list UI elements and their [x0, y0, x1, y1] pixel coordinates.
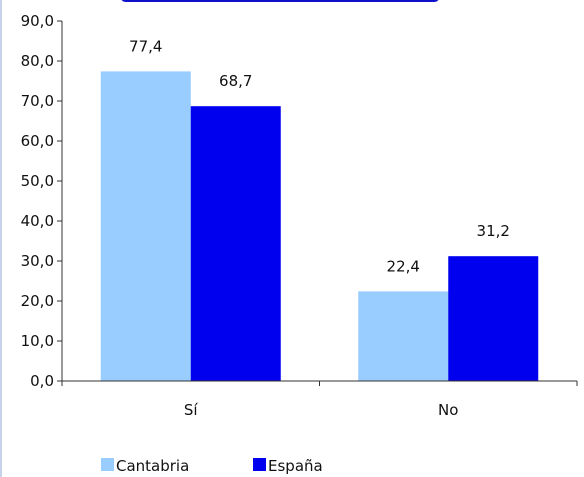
category-label: Sí [184, 401, 199, 419]
legend-label: Cantabria [116, 457, 189, 475]
data-label: 68,7 [219, 72, 252, 90]
y-tick-label: 60,0 [21, 132, 54, 150]
clipped-title-strip [0, 0, 584, 8]
bars [100, 71, 539, 382]
y-tick-label: 70,0 [21, 92, 54, 110]
y-tick-label: 30,0 [21, 252, 54, 270]
bar-espaa-1 [190, 106, 281, 381]
clipped-title-glyphs [120, 0, 440, 2]
y-tick-label: 20,0 [21, 292, 54, 310]
left-border-rule [0, 0, 2, 477]
category-label: No [438, 401, 458, 419]
bar-cantabria-2 [358, 291, 449, 381]
bar-espaa-2 [448, 256, 539, 381]
y-axis: 0,0 10,0 20,0 30,0 40,0 50,0 60,0 70,0 80,0 90,0 [21, 12, 63, 390]
y-tick-label: 0,0 [30, 372, 54, 390]
legend-label: España [268, 457, 323, 475]
x-axis: Sí No [61, 380, 578, 419]
bar-cantabria-1 [100, 71, 191, 382]
y-tick-label: 10,0 [21, 332, 54, 350]
data-label: 22,4 [387, 257, 420, 275]
data-labels: 77,4 68,7 22,4 31,2 [129, 37, 510, 275]
legend: Cantabria España [101, 457, 323, 475]
y-tick-label: 50,0 [21, 172, 54, 190]
y-tick-label: 80,0 [21, 52, 54, 70]
y-tick-label: 40,0 [21, 212, 54, 230]
legend-swatch [101, 458, 114, 471]
data-label: 31,2 [477, 222, 510, 240]
legend-swatch [253, 458, 266, 471]
data-label: 77,4 [129, 37, 162, 55]
y-tick-label: 90,0 [21, 12, 54, 30]
